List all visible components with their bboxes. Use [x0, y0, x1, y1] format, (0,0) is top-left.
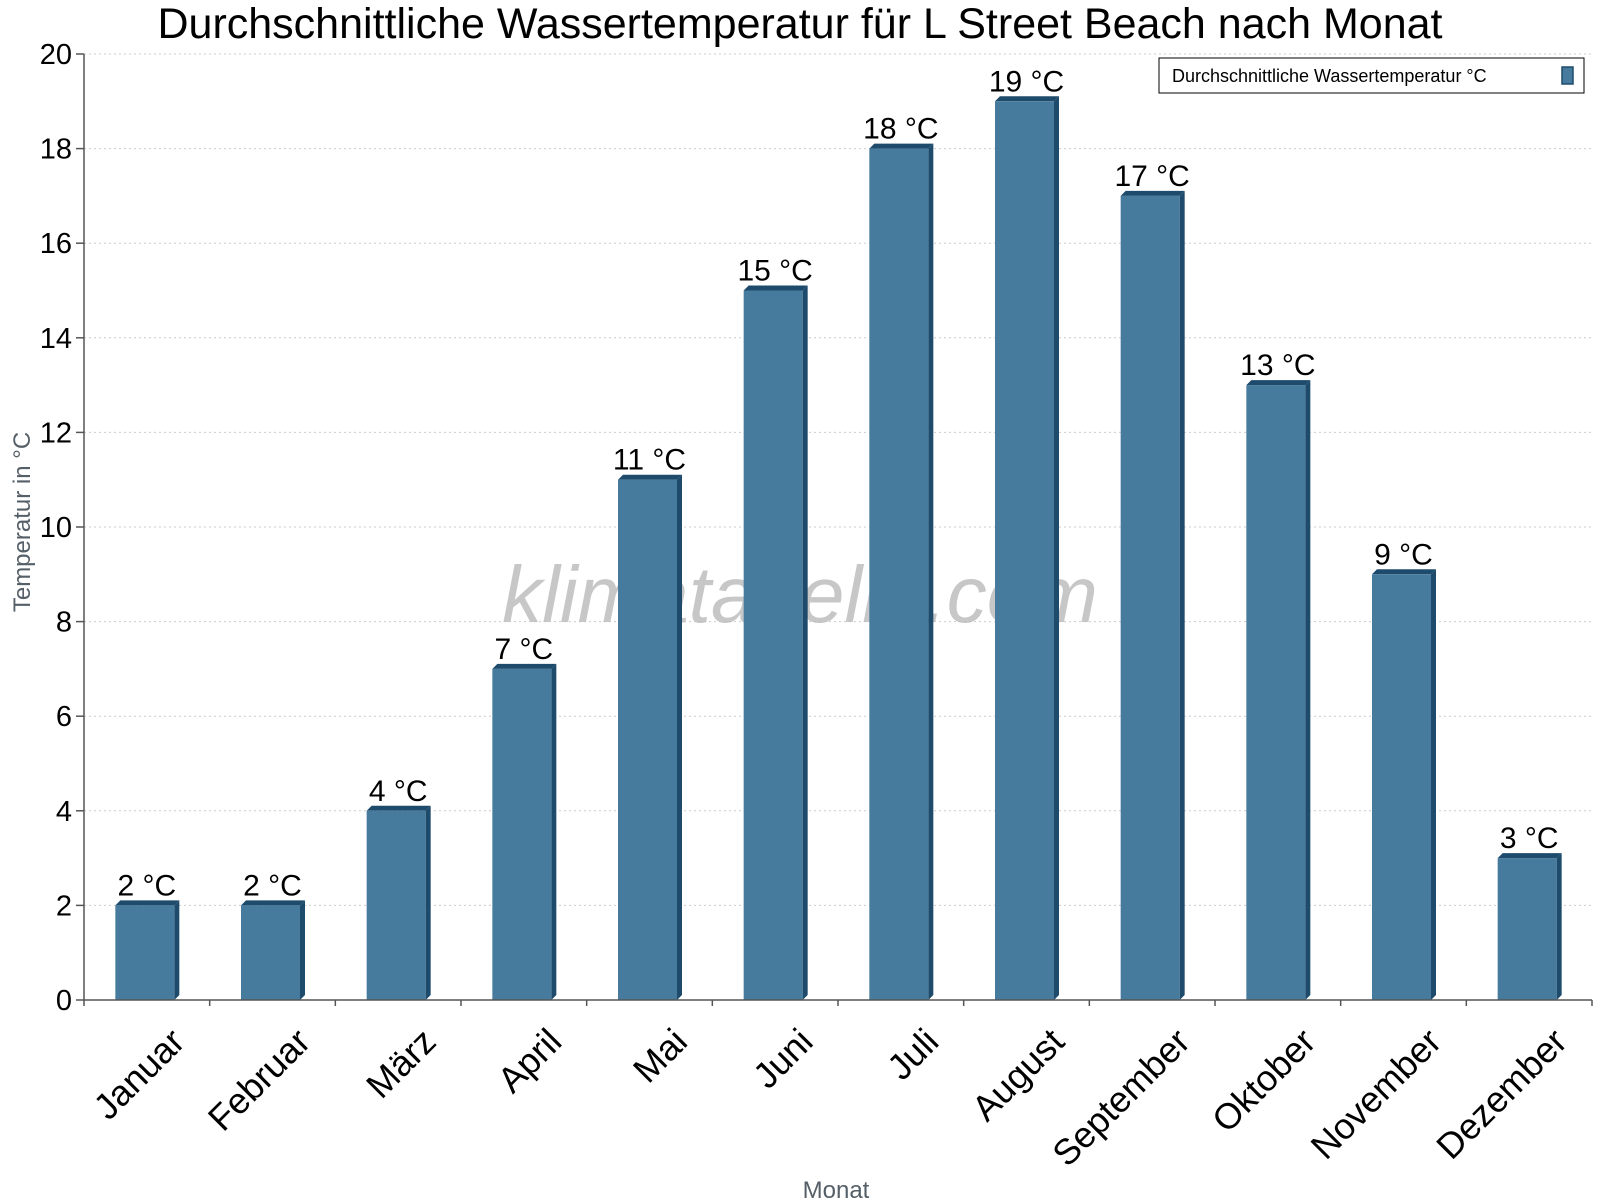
bar-top	[1120, 190, 1185, 196]
bars	[115, 96, 1562, 1001]
x-tick-label: August	[964, 1020, 1072, 1128]
bar-side	[551, 663, 557, 1000]
data-label: 19 °C	[989, 65, 1064, 98]
bar-april	[492, 663, 557, 1000]
legend-label: Durchschnittliche Wassertemperatur °C	[1172, 66, 1487, 86]
y-tick-label: 0	[56, 985, 72, 1017]
bar-side	[1054, 96, 1059, 1001]
bar-front	[743, 290, 803, 1000]
y-tick-label: 10	[40, 512, 72, 544]
bar-front	[115, 905, 175, 1000]
bar-side	[300, 900, 305, 1000]
bar-front	[1497, 858, 1557, 1000]
data-label: 7 °C	[494, 633, 553, 666]
x-tick-label: November	[1303, 1020, 1449, 1166]
x-axis-label: Monat	[803, 1177, 870, 1200]
bar-top	[743, 285, 808, 291]
bar-front	[1372, 574, 1431, 1000]
bar-top	[995, 96, 1059, 102]
bar-oktober	[1246, 380, 1311, 1001]
x-tick-label: Februar	[200, 1020, 318, 1138]
data-label: 15 °C	[737, 255, 812, 288]
bar-august	[995, 96, 1059, 1001]
bar-top	[241, 900, 305, 906]
chart-title: Durchschnittliche Wassertemperatur für L…	[157, 0, 1442, 48]
data-label: 17 °C	[1114, 160, 1189, 193]
data-labels: 2 °C 2 °C 4 °C 7 °C 11 °C 15 °C 18 °C 19 °C 17 °…	[117, 65, 1558, 902]
bar-front	[492, 668, 552, 1000]
x-tick-label: März	[358, 1020, 444, 1106]
bar-top	[1372, 569, 1436, 575]
bar-front	[869, 148, 929, 1001]
x-tick-label: September	[1044, 1020, 1198, 1174]
bar-november	[1372, 569, 1436, 1000]
x-tick-label: Oktober	[1204, 1020, 1324, 1140]
x-tick-label: Mai	[625, 1020, 695, 1090]
bar-side	[174, 900, 180, 1000]
bar-januar	[115, 900, 180, 1000]
x-tick-label: Januar	[85, 1020, 192, 1127]
bar-side	[425, 805, 431, 1000]
data-label: 4 °C	[369, 775, 428, 808]
x-tick-label: Juli	[879, 1020, 946, 1087]
y-tick-labels: 0 2 4 6 8 10 12 14 16 18 20	[40, 39, 72, 1017]
bar-top	[1497, 853, 1562, 859]
bar-september	[1120, 190, 1185, 1000]
bar-front	[1120, 195, 1180, 1000]
data-label: 3 °C	[1500, 822, 1559, 855]
data-label: 11 °C	[613, 444, 686, 477]
bar-front	[618, 479, 677, 1000]
grid-lines	[84, 53, 1592, 906]
x-tick-labels: Januar Februar März April Mai Juni Juli AugustS…	[85, 1020, 1574, 1174]
legend-box	[1158, 57, 1585, 94]
bar-front	[241, 905, 300, 1000]
x-tick-label: April	[489, 1020, 569, 1100]
y-tick-label: 12	[40, 417, 72, 449]
bar-front	[995, 101, 1054, 1001]
bar-side	[1179, 190, 1185, 1000]
y-tick-label: 8	[56, 607, 72, 639]
bar-side	[1431, 569, 1436, 1000]
bar-side	[928, 143, 934, 1001]
bar-side	[677, 474, 682, 1000]
bar-side	[1305, 380, 1311, 1001]
data-label: 2 °C	[117, 869, 176, 902]
bar-top	[618, 474, 682, 480]
y-tick-label: 18	[40, 134, 72, 166]
x-tick-label: Dezember	[1428, 1020, 1574, 1166]
bar-top	[869, 143, 934, 149]
bar-front	[1246, 385, 1306, 1001]
y-tick-label: 16	[40, 228, 72, 260]
y-tick-label: 20	[40, 39, 72, 71]
data-label: 2 °C	[243, 869, 302, 902]
bar-juli	[869, 143, 934, 1001]
bar-juni	[743, 285, 808, 1000]
bar-front	[366, 810, 426, 1000]
y-tick-label: 14	[40, 323, 72, 355]
y-axis-label: Temperatur in °C	[9, 432, 36, 612]
bar-side	[802, 285, 808, 1000]
data-label: 9 °C	[1374, 538, 1433, 571]
bar-top	[1246, 380, 1311, 386]
bar-side	[1556, 853, 1562, 1000]
legend-swatch	[1561, 66, 1574, 85]
data-label: 13 °C	[1240, 349, 1315, 382]
y-tick-label: 6	[56, 701, 72, 733]
bar-mai	[618, 474, 682, 1000]
legend: Durchschnittliche Wassertemperatur °C	[1158, 57, 1585, 94]
bar-top	[492, 663, 557, 669]
bar-februar	[241, 900, 305, 1000]
y-tick-label: 4	[56, 796, 72, 828]
bar-märz	[366, 805, 431, 1000]
axes	[76, 53, 1593, 1006]
data-label: 18 °C	[863, 113, 938, 146]
bar-top	[366, 805, 431, 811]
y-tick-label: 2	[56, 890, 72, 922]
x-tick-label: Juni	[745, 1020, 821, 1096]
bar-top	[115, 900, 180, 906]
bar-dezember	[1497, 853, 1562, 1000]
